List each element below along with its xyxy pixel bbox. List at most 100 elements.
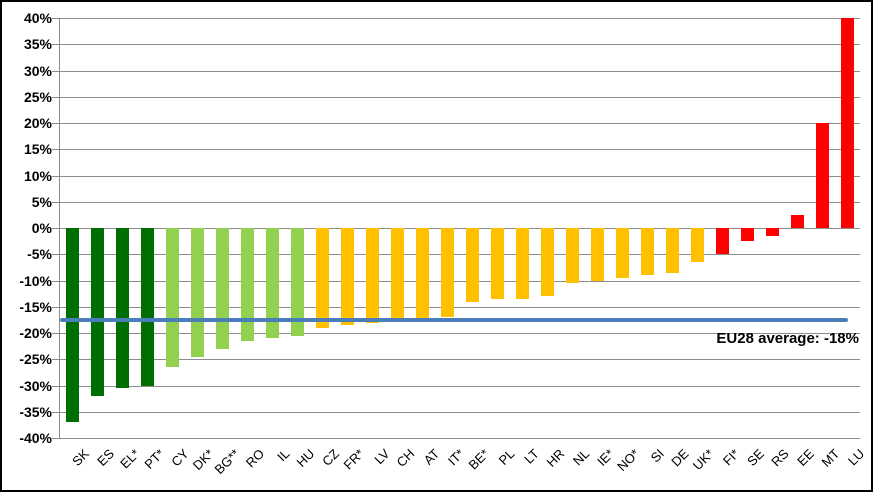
gridline	[60, 306, 860, 308]
bar-no	[616, 228, 629, 278]
y-axis-tick	[52, 123, 60, 124]
x-tick-label-no: NO*	[614, 446, 643, 474]
y-tick-label: -20%	[19, 325, 52, 341]
x-tick-label-fi: FI*	[719, 446, 743, 469]
y-axis-tick	[52, 70, 60, 72]
y-tick-label: 10%	[23, 167, 52, 184]
x-tick-label-ie: IE*	[594, 446, 618, 469]
y-axis-tick	[52, 254, 60, 256]
y-axis-tick	[52, 44, 60, 46]
y-tick-label: -35%	[19, 403, 52, 420]
bar-bg	[216, 228, 229, 349]
gridline	[60, 359, 860, 361]
y-axis-tick	[52, 228, 60, 229]
bar-il	[266, 228, 279, 339]
gridline	[60, 411, 860, 413]
plot-area	[60, 18, 860, 439]
y-tick-label: 40%	[23, 10, 52, 26]
y-tick-label: 25%	[23, 88, 52, 105]
bar-el	[116, 228, 129, 389]
y-axis-tick	[52, 280, 60, 282]
x-tick-label-si: SI	[647, 446, 668, 466]
bar-cy	[166, 228, 179, 368]
gridline	[60, 438, 860, 439]
bar-sk	[66, 228, 79, 423]
x-tick-label-pl: PL	[495, 446, 518, 468]
gridline	[60, 280, 860, 282]
y-axis-tick	[52, 385, 60, 387]
bar-uk	[691, 228, 704, 263]
gridline	[60, 385, 860, 387]
y-tick-label: 5%	[31, 193, 52, 210]
x-tick-label-ro: RO	[242, 446, 268, 471]
bar-de	[666, 228, 679, 273]
gridline	[60, 18, 860, 19]
x-tick-label-cy: CY	[168, 446, 193, 470]
y-axis-tick	[52, 438, 60, 439]
gridline	[60, 228, 860, 229]
x-tick-label-lt: LT	[521, 446, 543, 467]
x-axis-labels: SK ES EL* PT* CY DK* BG** RO IL HU CZ FR* LV CH AT IT* B…	[60, 442, 867, 490]
y-tick-label: 15%	[23, 141, 52, 158]
bar-at	[416, 228, 429, 320]
bar-mt	[816, 123, 829, 228]
bar-nl	[566, 228, 579, 284]
bar-lv	[366, 228, 379, 323]
y-tick-label: 30%	[23, 62, 52, 79]
gridline	[60, 44, 860, 46]
bar-si	[641, 228, 654, 276]
bar-es	[91, 228, 104, 396]
x-tick-label-il: IL	[273, 446, 293, 465]
x-tick-label-be: BE*	[465, 446, 493, 473]
x-tick-label-at: AT	[420, 446, 443, 468]
gridline	[60, 254, 860, 256]
bar-ie	[591, 228, 604, 281]
x-tick-label-rs: RS	[768, 446, 793, 470]
y-tick-label: 20%	[23, 115, 52, 131]
eu28-average-line	[60, 317, 848, 322]
x-tick-label-es: ES	[94, 446, 118, 469]
y-axis-tick	[52, 333, 60, 334]
y-tick-label: -5%	[27, 246, 52, 263]
x-tick-label-sk: SK	[69, 446, 93, 469]
y-tick-label: 0%	[31, 220, 52, 236]
y-axis-tick	[52, 306, 60, 308]
y-axis-tick	[52, 149, 60, 151]
x-tick-label-ch: CH	[393, 446, 418, 470]
y-axis-tick	[52, 175, 60, 177]
bar-hr	[541, 228, 554, 297]
x-tick-label-nl: NL	[569, 446, 593, 469]
gridline	[60, 175, 860, 177]
y-tick-label: 35%	[23, 36, 52, 53]
gridline	[60, 123, 860, 124]
bar-fi	[716, 228, 729, 255]
bar-ch	[391, 228, 404, 320]
bar-cz	[316, 228, 329, 328]
bar-it	[441, 228, 454, 318]
x-tick-label-cz: CZ	[319, 446, 343, 469]
y-axis-tick	[52, 359, 60, 361]
x-tick-label-hr: HR	[543, 446, 568, 470]
gridline	[60, 70, 860, 72]
y-axis-tick	[52, 411, 60, 413]
y-tick-label: -15%	[19, 298, 52, 315]
y-tick-label: -25%	[19, 351, 52, 368]
gridline	[60, 96, 860, 98]
x-tick-label-se: SE	[744, 446, 768, 469]
bar-dk	[191, 228, 204, 357]
gridline	[60, 149, 860, 151]
x-tick-label-mt: MT	[818, 446, 843, 470]
bar-ro	[241, 228, 254, 341]
x-tick-label-lu: LU	[844, 446, 868, 469]
x-tick-label-hu: HU	[293, 446, 318, 470]
x-tick-label-bg: BG**	[211, 446, 243, 478]
x-tick-label-el: EL*	[116, 446, 143, 472]
bar-pl	[491, 228, 504, 299]
x-tick-label-de: DE	[668, 446, 693, 470]
y-tick-label: -40%	[19, 430, 52, 446]
bar-hu	[291, 228, 304, 336]
y-axis-tick	[52, 201, 60, 203]
x-tick-label-it: IT*	[444, 446, 468, 469]
x-tick-label-uk: UK*	[690, 446, 718, 473]
eu28-average-label: EU28 average: -18%	[716, 330, 859, 347]
